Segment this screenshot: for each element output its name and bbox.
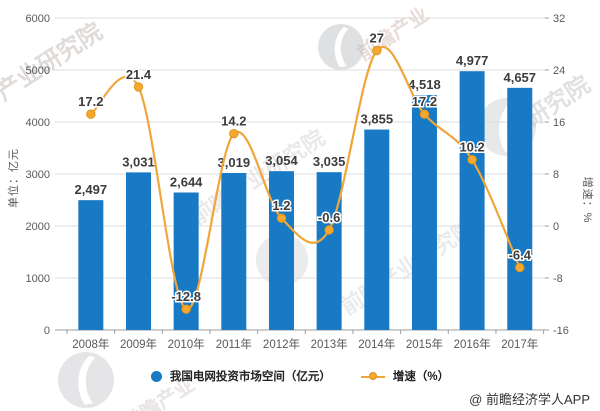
right-axis-tick-label: 32 [553,13,565,25]
left-axis-tick-label: 5000 [26,65,50,77]
line-point [181,304,191,314]
left-axis-tick-label: 0 [44,325,50,337]
right-axis-tick-label: 8 [553,169,559,181]
x-axis-category-label: 2008年 [72,337,109,351]
right-axis-tick-label: 16 [553,117,565,129]
x-axis-category-label: 2017年 [501,337,538,351]
bar [459,71,485,331]
bar-series-swatch-icon [150,370,162,382]
line-value-label: -6.4 [509,248,532,263]
line-value-label: 21.4 [126,67,152,82]
left-axis-tick-label: 4000 [26,117,50,129]
line-point [133,82,144,92]
bar [78,200,104,330]
x-axis-category-label: 2016年 [454,337,491,351]
x-axis-category-label: 2013年 [311,337,348,351]
x-axis-category-label: 2015年 [406,337,443,351]
left-axis-tick-label: 3000 [26,169,50,181]
bar-value-label: 4,657 [503,70,536,85]
line-point [467,155,477,165]
line-value-label: 17.2 [412,94,437,109]
bar [268,171,294,330]
bar [411,95,437,331]
line-value-label: -0.6 [318,210,340,225]
x-axis-category-label: 2009年 [120,337,157,351]
line-point [86,109,96,119]
line-point [324,225,334,235]
right-axis-tick-label: 24 [553,65,565,77]
line-point [419,109,430,119]
line-value-label: -12.8 [171,289,201,304]
legend-bar-label: 我国电网投资市场空间（亿元） [169,371,331,383]
right-axis-tick-label: -8 [553,273,563,285]
bar-value-label: 2,497 [75,182,108,197]
bar-value-label: 3,054 [265,153,298,168]
bar-value-label: 3,019 [218,155,251,170]
line-value-label: 10.2 [459,140,484,155]
line-value-label: 14.2 [221,114,246,129]
x-axis-category-label: 2014年 [358,337,395,351]
line-value-label: 27 [370,31,384,46]
line-point [229,129,239,139]
legend: 我国电网投资市场空间（亿元） 增速（%） [0,368,600,384]
left-axis-tick-label: 6000 [26,13,50,25]
legend-item-line-series: 增速（%） [360,368,450,384]
bar-value-label: 3,855 [361,112,394,127]
bar-value-label: 3,035 [313,154,346,169]
x-axis-category-label: 2011年 [216,337,252,351]
line-point [372,45,382,56]
bar [316,172,342,330]
left-axis-tick-label: 2000 [26,221,50,233]
bar-value-label: 4,977 [456,53,489,68]
growth-line [90,46,521,311]
bar [507,87,533,330]
right-axis-tick-label: -16 [553,325,569,337]
x-axis-category-label: 2010年 [168,337,205,351]
line-value-label: 1.2 [272,198,290,213]
x-axis-category-label: 2012年 [263,337,300,351]
legend-item-bar-series: 我国电网投资市场空间（亿元） [150,368,331,384]
bar-value-label: 3,031 [122,154,155,169]
left-axis-tick-label: 1000 [26,273,50,285]
legend-line-label: 增速（%） [392,371,450,383]
bar [364,129,390,330]
bar-value-label: 4,518 [408,77,441,92]
line-point [276,213,287,223]
credit-text: @ 前瞻经济学人APP [469,392,590,407]
line-series-swatch-icon [360,371,385,382]
right-axis-tick-label: 0 [553,221,559,233]
bar-value-label: 2,644 [170,175,203,190]
bar [125,172,151,330]
bar [221,173,247,330]
combo-chart-plot: 0 1000 2000 3000 4000 5000 6000 32 24 16 8 0 -8 -16 20… [26,13,569,351]
line-point [515,262,525,273]
line-value-label: 17.2 [78,94,103,109]
